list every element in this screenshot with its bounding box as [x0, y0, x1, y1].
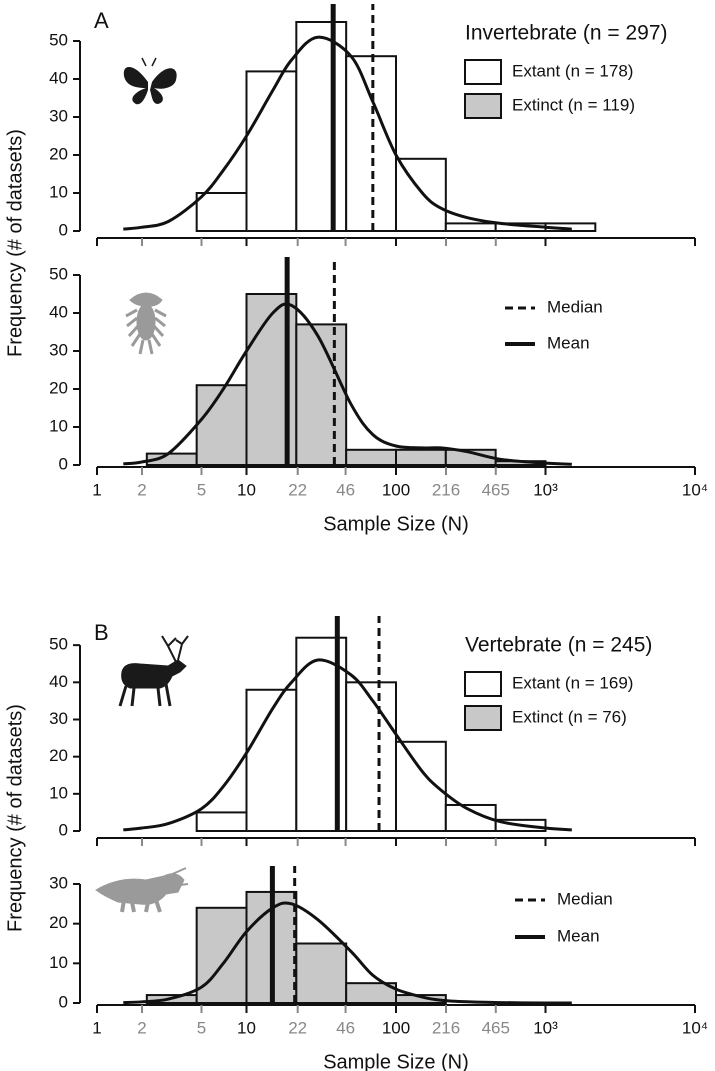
y-tick-label: 30: [49, 340, 68, 359]
y-tick-label: 50: [49, 264, 68, 283]
x-axis-label: Sample Size (N): [323, 1051, 469, 1071]
bar: [345, 448, 398, 466]
panel-label: A: [94, 8, 109, 33]
y-axis-label: Frequency (# of datasets): [4, 704, 26, 932]
legend-swatch: [464, 59, 502, 85]
legend-label: Median: [547, 297, 603, 316]
y-tick-label: 30: [49, 873, 68, 892]
legend-label: Extinct (n = 119): [512, 95, 635, 114]
bar: [295, 323, 348, 466]
x-tick-label: 10³: [533, 480, 558, 499]
bar: [444, 222, 497, 232]
x-tick-label: 10³: [533, 1018, 558, 1037]
y-tick-label: 30: [49, 709, 68, 728]
legend-label: Extinct (n = 76): [512, 707, 627, 726]
y-axis-label: Frequency (# of datasets): [4, 129, 26, 357]
y-tick-label: 10: [49, 783, 68, 802]
density-curve: [123, 302, 572, 466]
bar: [295, 21, 348, 232]
x-tick-label: 22: [288, 1018, 307, 1037]
triceratops-icon: [95, 867, 189, 913]
x-tick-label: 2: [137, 1018, 146, 1037]
x-tick-label: 10⁴: [682, 480, 708, 499]
density-curve: [123, 901, 572, 1005]
legend-label: Extant (n = 169): [512, 673, 633, 692]
x-tick-label: 465: [482, 480, 510, 499]
x-tick-label: 1: [92, 1018, 101, 1037]
bar: [245, 70, 298, 233]
y-tick-label: 20: [49, 144, 68, 163]
bar: [345, 681, 398, 832]
x-tick-label: 46: [336, 1018, 355, 1037]
bar: [395, 448, 447, 466]
y-tick-label: 20: [49, 746, 68, 765]
bar: [345, 55, 398, 233]
y-tick-label: 0: [59, 454, 68, 473]
x-tick-label: 5: [197, 1018, 206, 1037]
x-tick-label: 216: [432, 480, 460, 499]
x-tick-label: 5: [197, 480, 206, 499]
legend-label: Median: [557, 889, 613, 908]
trilobite-icon: [125, 292, 167, 355]
x-tick-label: 100: [382, 480, 410, 499]
legend-swatch: [464, 705, 502, 731]
legend-title: Vertebrate (n = 245): [465, 634, 652, 657]
bar: [295, 942, 348, 1004]
y-tick-label: 0: [59, 220, 68, 239]
x-tick-label: 1: [92, 480, 101, 499]
y-tick-label: 30: [49, 106, 68, 125]
y-tick-label: 10: [49, 182, 68, 201]
x-axis-label: Sample Size (N): [323, 513, 469, 535]
bar: [345, 982, 398, 1005]
x-tick-label: 46: [336, 480, 355, 499]
y-tick-label: 20: [49, 913, 68, 932]
y-tick-label: 50: [49, 635, 68, 654]
bar: [195, 811, 248, 833]
legend-swatch: [464, 93, 502, 119]
bar: [195, 192, 248, 232]
y-tick-label: 40: [49, 672, 68, 691]
x-tick-label: 10: [237, 480, 256, 499]
density-curve: [123, 658, 572, 832]
bar: [195, 384, 248, 467]
legend-swatch: [464, 671, 502, 697]
legend-label: Extant (n = 178): [512, 61, 633, 80]
y-tick-label: 0: [59, 820, 68, 839]
x-tick-label: 465: [482, 1018, 510, 1037]
bar: [395, 994, 447, 1004]
y-tick-label: 10: [49, 953, 68, 972]
legend-label: Mean: [547, 333, 590, 352]
y-tick-label: 0: [59, 992, 68, 1011]
x-tick-label: 10: [237, 1018, 256, 1037]
panel-label: B: [94, 620, 109, 645]
y-tick-label: 20: [49, 378, 68, 397]
legend-label: Mean: [557, 926, 600, 945]
legend-title: Invertebrate (n = 297): [465, 22, 668, 45]
x-tick-label: 216: [432, 1018, 460, 1037]
x-tick-label: 22: [288, 480, 307, 499]
y-tick-label: 40: [49, 68, 68, 87]
butterfly-icon: [123, 57, 177, 105]
y-tick-label: 10: [49, 416, 68, 435]
y-tick-label: 40: [49, 302, 68, 321]
y-tick-label: 50: [49, 30, 68, 49]
x-tick-label: 2: [137, 480, 146, 499]
bar: [195, 906, 248, 1004]
x-tick-label: 100: [382, 1018, 410, 1037]
x-tick-label: 10⁴: [682, 1018, 708, 1037]
reindeer-icon: [118, 635, 189, 707]
